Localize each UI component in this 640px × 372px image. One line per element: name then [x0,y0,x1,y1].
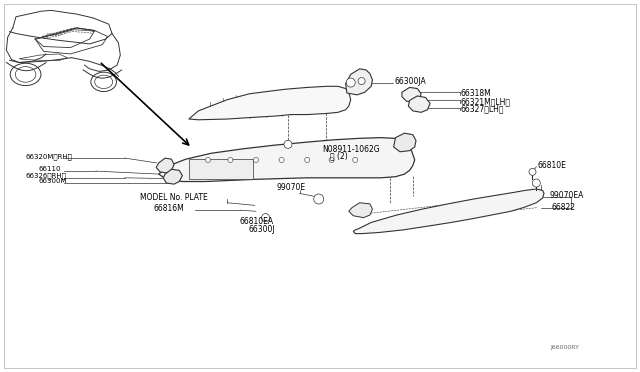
Text: 66810E: 66810E [538,161,566,170]
Circle shape [358,78,365,84]
Circle shape [262,214,269,222]
Circle shape [529,169,536,175]
Circle shape [284,140,292,148]
Polygon shape [402,87,421,102]
Text: 66816M: 66816M [154,204,184,213]
Polygon shape [163,169,182,184]
Ellipse shape [91,72,116,92]
Text: 66326〈RH〉: 66326〈RH〉 [26,173,67,179]
Text: 66318M: 66318M [461,89,492,98]
Circle shape [314,194,324,204]
Circle shape [305,157,310,163]
Circle shape [228,157,233,163]
Text: 66300JA: 66300JA [394,77,426,86]
Ellipse shape [95,75,113,89]
Polygon shape [156,158,174,173]
Circle shape [353,157,358,163]
Polygon shape [346,69,372,95]
Text: 99070EA: 99070EA [549,191,584,200]
Text: J66000RY: J66000RY [550,345,579,350]
Ellipse shape [10,63,41,86]
Text: INFINITI: INFINITI [47,33,62,37]
Ellipse shape [15,67,36,82]
Text: 66822: 66822 [552,203,576,212]
Text: MODEL No. PLATE: MODEL No. PLATE [140,193,207,202]
Circle shape [279,157,284,163]
Text: 66810EA: 66810EA [240,217,274,226]
Bar [189,159,253,179]
Circle shape [329,157,334,163]
Text: 66327〈LH〉: 66327〈LH〉 [461,105,504,113]
Text: ⓝ (2): ⓝ (2) [330,151,348,160]
Polygon shape [408,96,430,112]
Circle shape [346,78,355,87]
Text: 66300J: 66300J [248,225,275,234]
Text: 66320M〈RH〉: 66320M〈RH〉 [26,153,72,160]
Polygon shape [353,189,544,234]
Text: 66300M: 66300M [38,178,67,184]
Text: N08911-1062G: N08911-1062G [323,145,380,154]
Circle shape [205,157,211,163]
Circle shape [532,179,540,187]
Polygon shape [159,138,415,182]
Polygon shape [189,86,351,120]
Text: 99070E: 99070E [276,183,306,192]
Circle shape [253,157,259,163]
Polygon shape [349,203,372,218]
Text: 66321M〈LH〉: 66321M〈LH〉 [461,97,511,106]
Text: 66110: 66110 [38,166,61,172]
Polygon shape [394,133,416,152]
